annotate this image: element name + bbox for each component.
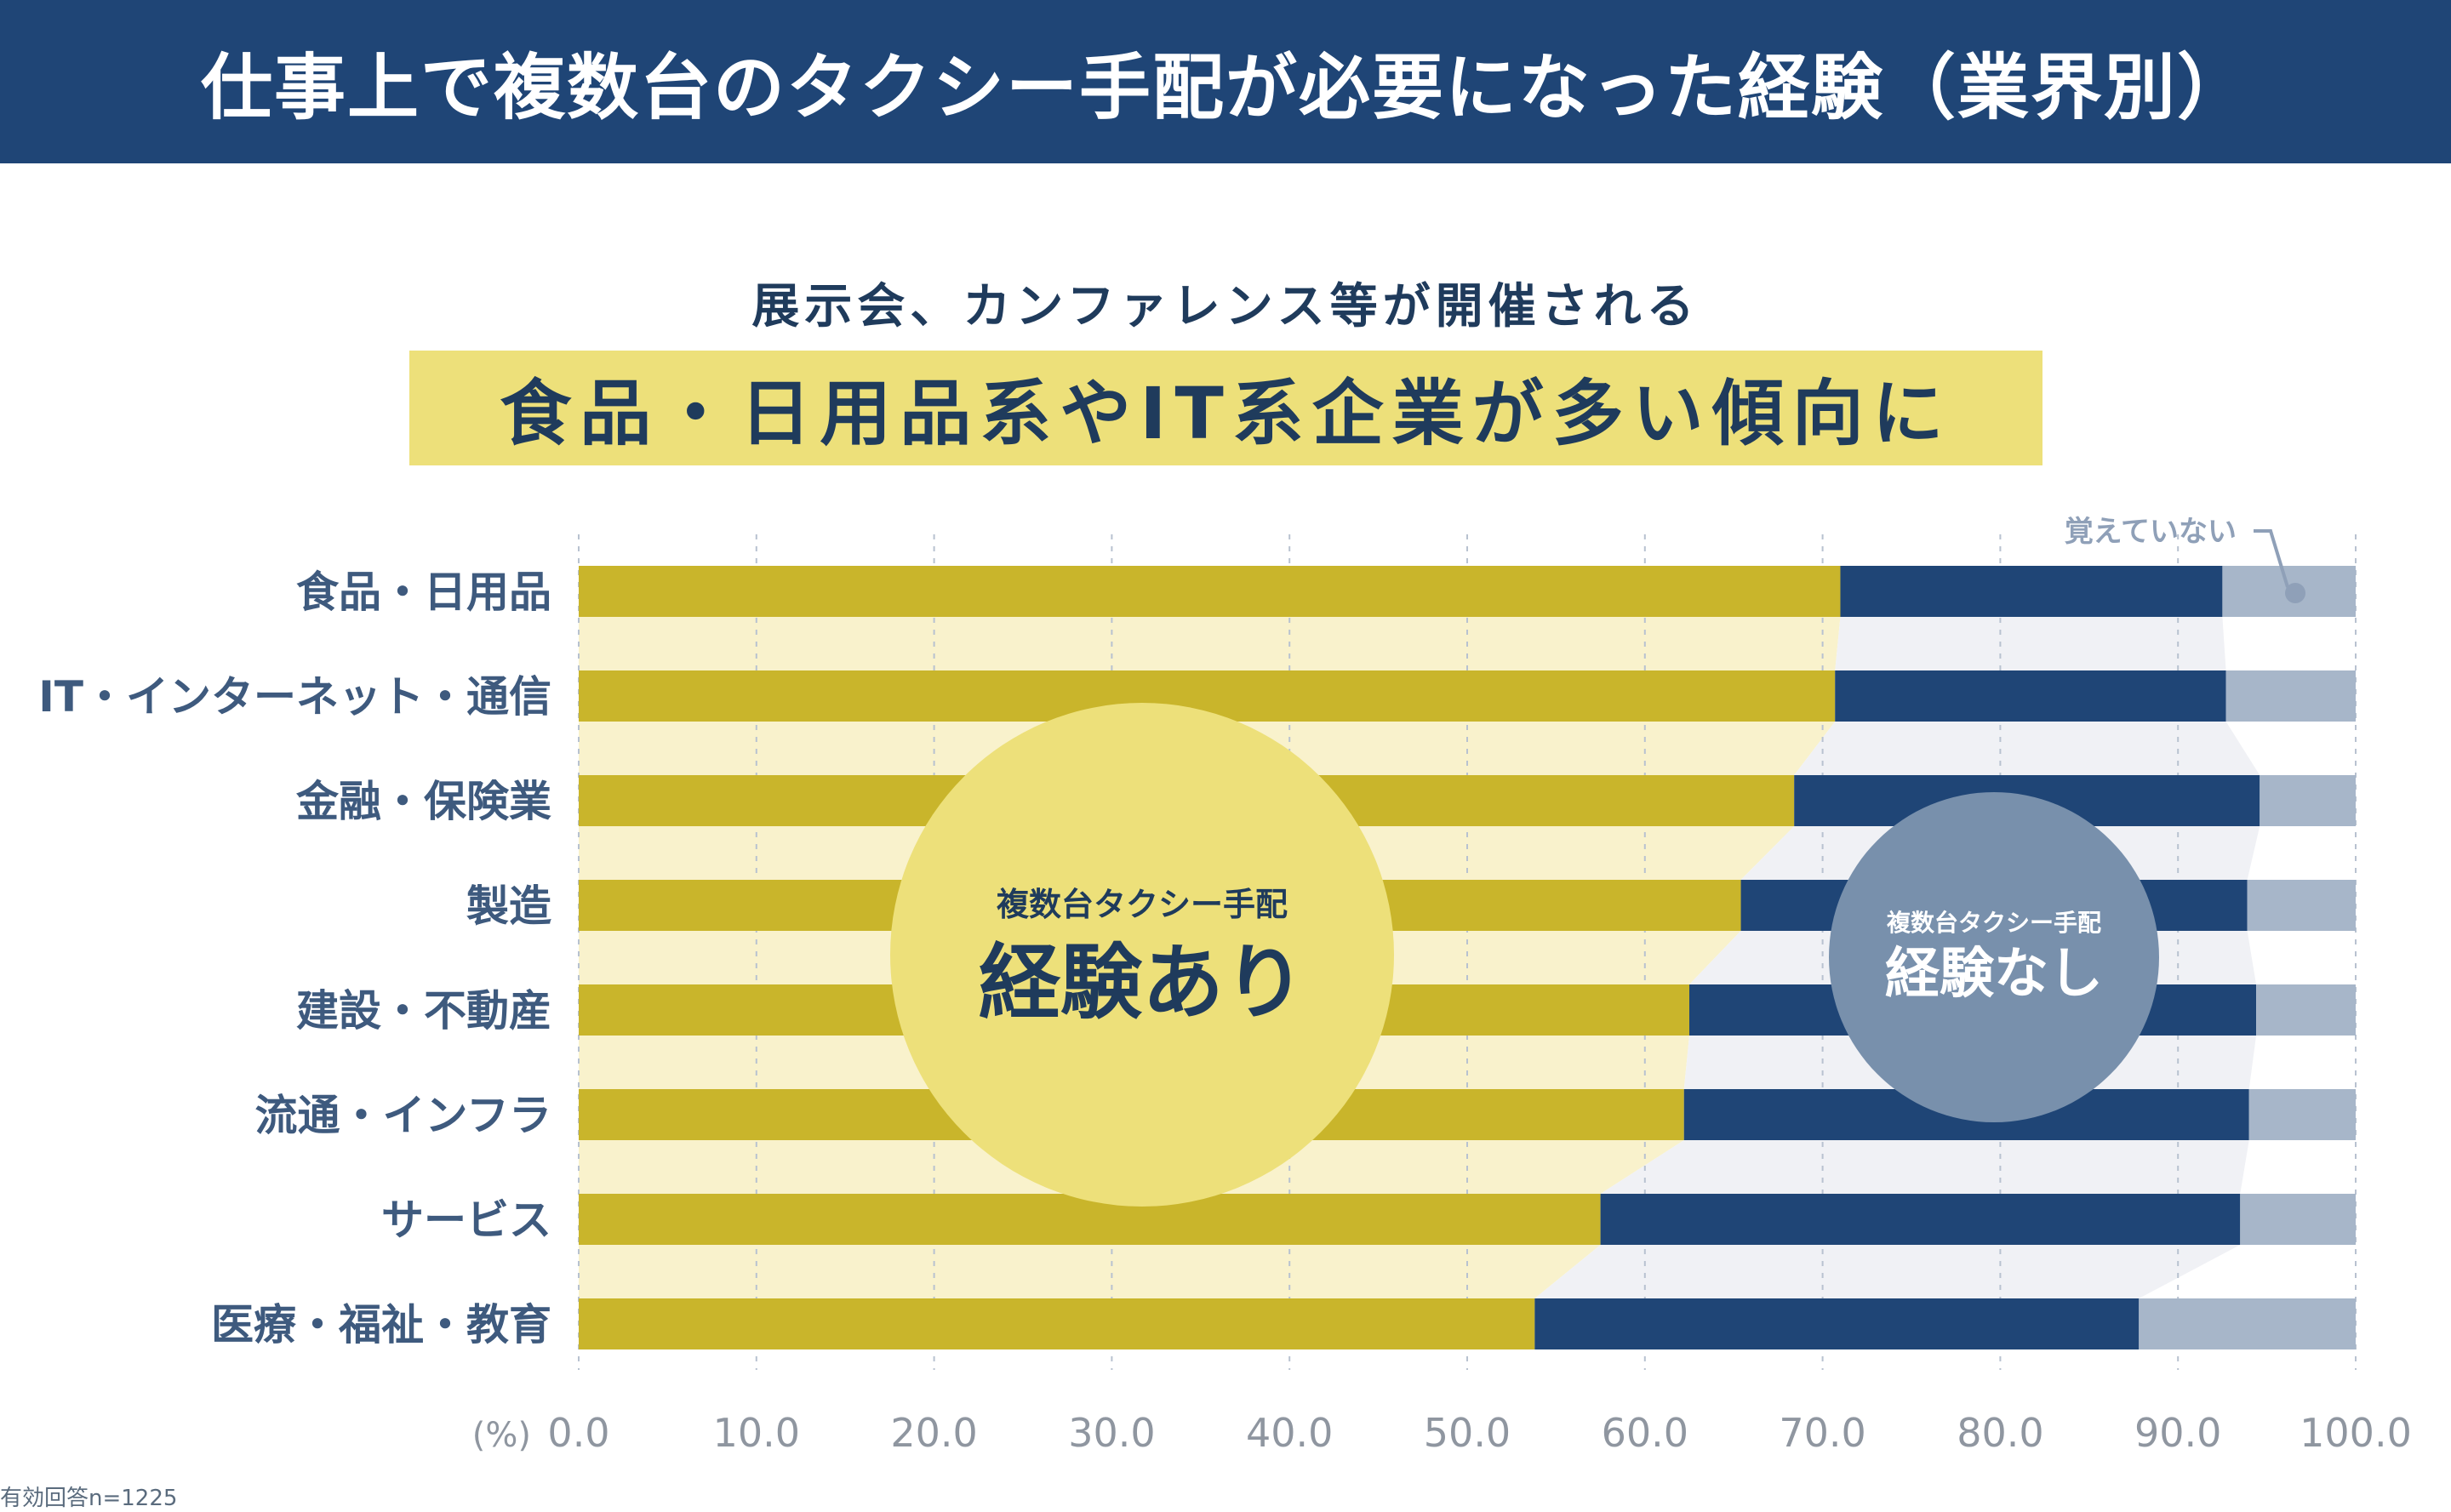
- unknown-annotation-label: 覚えていない: [2065, 515, 2237, 549]
- x-tick-label: 30.0: [1068, 1410, 1155, 1456]
- bar-unknown: [2260, 775, 2356, 826]
- bar-yes: [579, 1298, 1535, 1349]
- no-band-segment: [1835, 617, 2226, 670]
- category-label: 製造: [466, 882, 551, 931]
- annotation-connector: [2254, 529, 2289, 588]
- category-label: サービス: [381, 1195, 551, 1245]
- no-band-segment: [1794, 722, 2260, 775]
- yes-bubble-title: 経験あり: [979, 935, 1305, 1030]
- bar-no: [1534, 1298, 2140, 1349]
- annotation-dot: [2285, 583, 2305, 603]
- sample-size-note: 有効回答n=1225: [0, 1486, 178, 1511]
- x-tick-label: 50.0: [1424, 1410, 1511, 1456]
- x-tick-label: 0.0: [547, 1410, 609, 1456]
- bar-yes: [579, 566, 1841, 617]
- headline-highlight: 食品・日用品系やIT系企業が多い傾向に: [409, 351, 2042, 465]
- headline-subtitle: 展示会、カンファレンス等が開催される: [751, 279, 1700, 334]
- x-tick-label: 60.0: [1602, 1410, 1688, 1456]
- bar-no: [1600, 1194, 2241, 1245]
- bar-no: [1835, 670, 2226, 722]
- no-bubble-caption: 複数台タクシー手配: [1887, 909, 2101, 937]
- bar-unknown: [2247, 880, 2356, 931]
- page-title: 仕事上で複数台のタクシー手配が必要になった経験（業界別）: [0, 0, 2451, 163]
- category-label: 食品・日用品: [296, 568, 551, 617]
- x-tick-label: 90.0: [2134, 1410, 2221, 1456]
- category-label: 建設・不動産: [296, 986, 551, 1036]
- bar-unknown: [2225, 670, 2356, 722]
- x-tick-label: 40.0: [1246, 1410, 1333, 1456]
- x-tick-label: 80.0: [1957, 1410, 2043, 1456]
- x-tick-label: 10.0: [713, 1410, 800, 1456]
- no-band-segment: [1534, 1245, 2241, 1298]
- bar-yes: [579, 1194, 1601, 1245]
- category-label: 医療・福祉・教育: [211, 1300, 551, 1349]
- yes-band-segment: [579, 1245, 1601, 1298]
- category-label: IT・インターネット・通信: [38, 672, 551, 722]
- bar-no: [1840, 566, 2223, 617]
- x-tick-label: 20.0: [890, 1410, 977, 1456]
- category-label: 金融・保険業: [296, 777, 551, 826]
- x-tick-label: 70.0: [1779, 1410, 1865, 1456]
- no-bubble-title: 経験なし: [1885, 943, 2103, 1006]
- bar-unknown: [2240, 1194, 2356, 1245]
- category-label: 流通・インフラ: [255, 1091, 552, 1140]
- bar-unknown: [2256, 984, 2356, 1036]
- bar-unknown: [2139, 1298, 2356, 1349]
- x-tick-label: 100.0: [2300, 1410, 2412, 1456]
- yes-bubble: [890, 703, 1394, 1207]
- yes-band-segment: [579, 617, 1841, 670]
- yes-bubble-caption: 複数台タクシー手配: [997, 886, 1288, 923]
- bar-unknown: [2248, 1089, 2356, 1140]
- unit-label: (%): [472, 1416, 531, 1455]
- no-bubble: [1829, 792, 2159, 1122]
- no-band-segment: [1600, 1140, 2249, 1194]
